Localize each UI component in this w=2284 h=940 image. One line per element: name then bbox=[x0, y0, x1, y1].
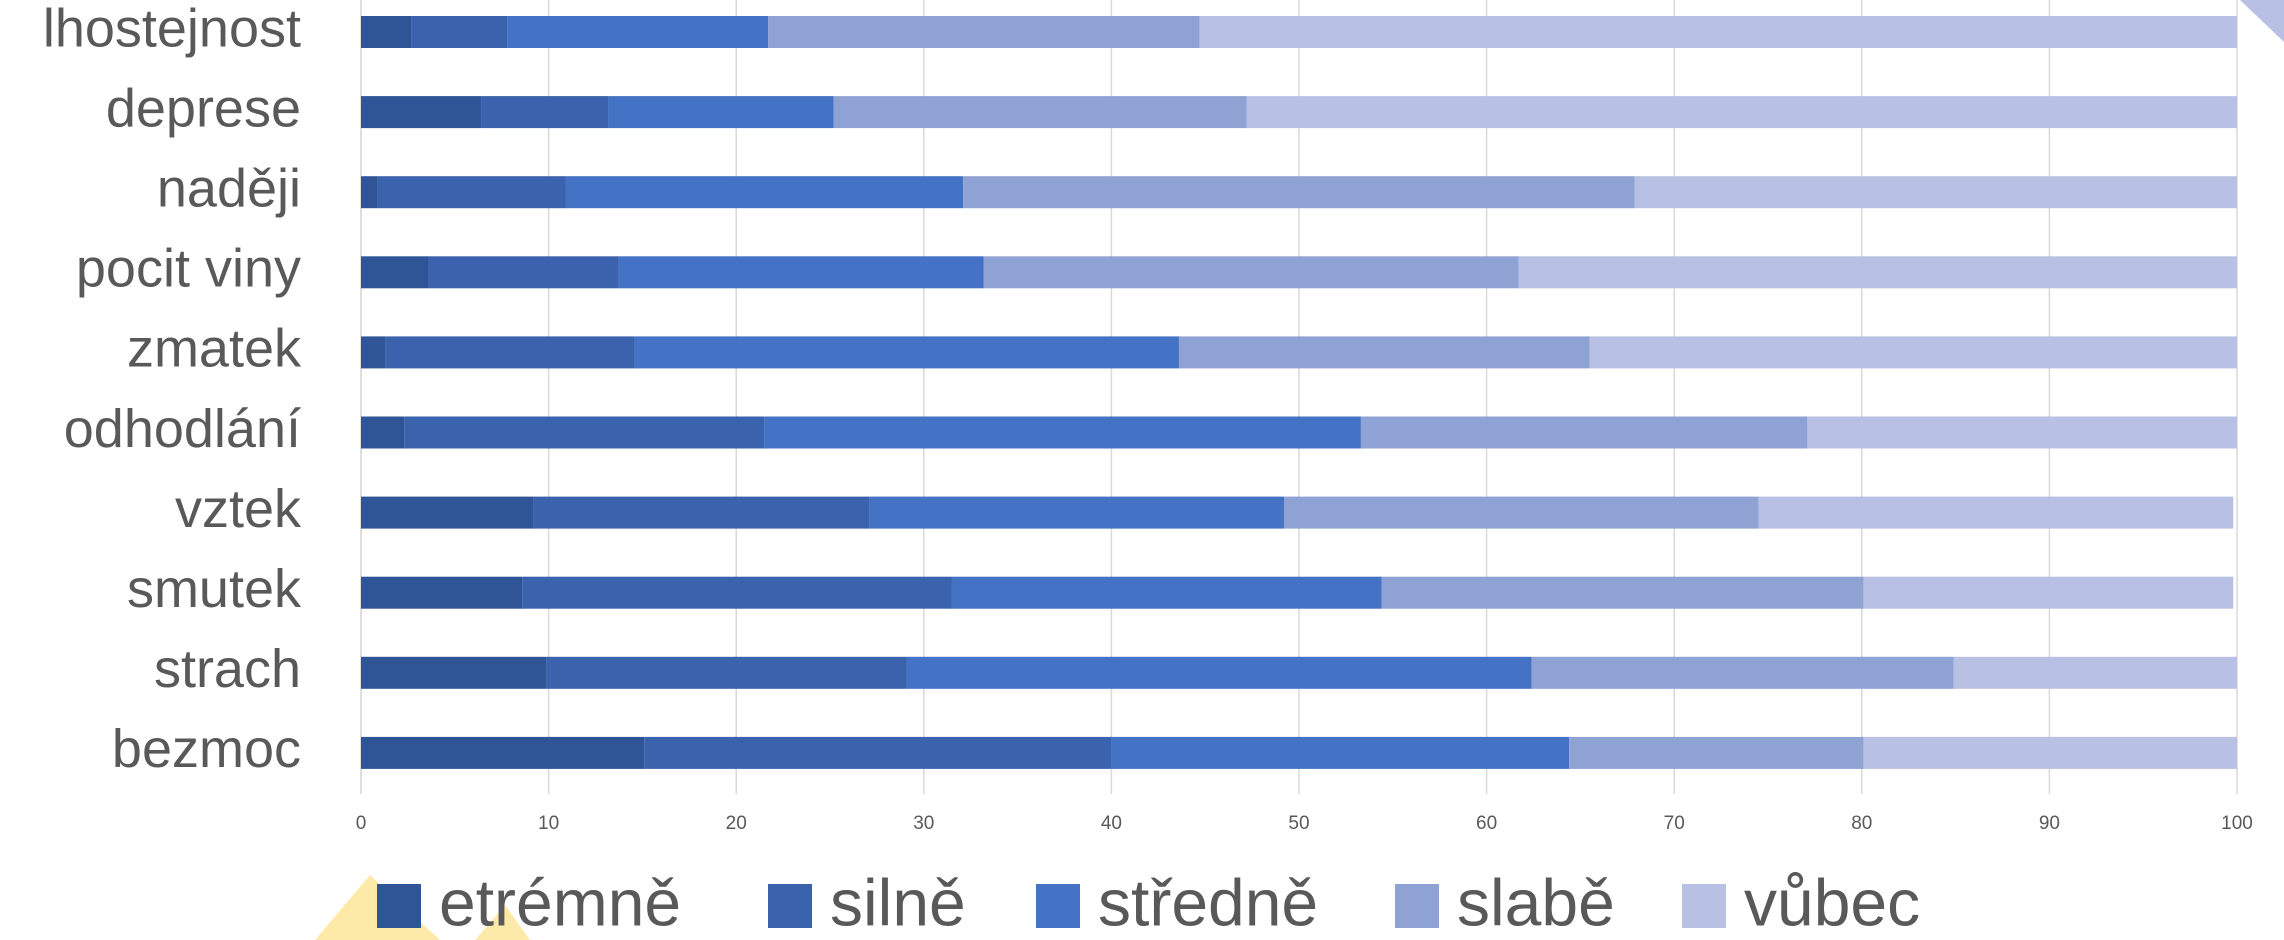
bar-segment bbox=[1178, 336, 1590, 369]
bar-segment bbox=[507, 16, 769, 48]
bar-segment bbox=[1199, 16, 2237, 48]
bar-segment bbox=[1111, 736, 1570, 769]
category-label: vztek bbox=[175, 479, 302, 539]
bar-segment bbox=[546, 656, 907, 689]
bar-segment bbox=[361, 96, 482, 129]
legend-label: vůbec bbox=[1744, 865, 1920, 939]
legend-swatch bbox=[768, 884, 812, 928]
bar-segment bbox=[1758, 496, 2234, 529]
bar-segment bbox=[906, 656, 1532, 689]
category-label: smutek bbox=[127, 559, 302, 619]
x-tick-label: 40 bbox=[1101, 813, 1122, 834]
legend-swatch bbox=[1395, 884, 1439, 928]
bar-segment bbox=[644, 736, 1112, 769]
bar-segment bbox=[1569, 736, 1864, 769]
bar-segment bbox=[481, 96, 609, 129]
bar-segment bbox=[411, 16, 508, 48]
bar-segment bbox=[533, 496, 870, 529]
bar-segment bbox=[522, 576, 952, 609]
category-label: bezmoc bbox=[112, 719, 301, 779]
bar-segment bbox=[983, 256, 1519, 289]
bar-segment bbox=[361, 736, 645, 769]
bar-segment bbox=[361, 416, 405, 449]
legend-label: slabě bbox=[1457, 865, 1615, 939]
bar-segment bbox=[361, 336, 386, 369]
category-label: pocit viny bbox=[76, 239, 301, 299]
legend-swatch bbox=[377, 884, 421, 928]
bar-segment bbox=[1381, 576, 1864, 609]
bar-segment bbox=[634, 336, 1179, 369]
bar-segment bbox=[361, 256, 429, 289]
category-label: naději bbox=[157, 158, 301, 218]
bar-segment bbox=[565, 176, 964, 209]
bar-segment bbox=[385, 336, 635, 369]
x-tick-label: 70 bbox=[1664, 813, 1685, 834]
category-label: lhostejnost bbox=[43, 0, 301, 58]
bar-segment bbox=[361, 576, 523, 609]
bar-segment bbox=[361, 176, 378, 209]
bar-segment bbox=[951, 576, 1382, 609]
bar-segment bbox=[1634, 176, 2237, 209]
bar-segment bbox=[361, 656, 547, 689]
bar-segment bbox=[1807, 416, 2237, 449]
bar-segment bbox=[869, 496, 1284, 529]
corner-decoration bbox=[475, 905, 530, 940]
category-label: strach bbox=[154, 639, 301, 699]
bar-segment bbox=[608, 96, 834, 129]
bar-segment bbox=[1953, 656, 2237, 689]
bar-segment bbox=[361, 496, 534, 529]
bar-segment bbox=[1863, 736, 2237, 769]
legend-label: středně bbox=[1098, 865, 1318, 939]
x-tick-label: 10 bbox=[538, 813, 559, 834]
bar-segment bbox=[361, 16, 412, 48]
bar-segment bbox=[404, 416, 765, 449]
bar-segment bbox=[1360, 416, 1808, 449]
x-tick-label: 0 bbox=[356, 813, 367, 834]
bar-segment bbox=[428, 256, 619, 289]
bar-segment bbox=[833, 96, 1247, 129]
x-tick-label: 90 bbox=[2039, 813, 2060, 834]
x-tick-label: 100 bbox=[2221, 813, 2253, 834]
x-tick-label: 50 bbox=[1288, 813, 1309, 834]
bar-segment bbox=[1246, 96, 2237, 129]
category-label: zmatek bbox=[127, 319, 302, 379]
bar-segment bbox=[768, 16, 1200, 48]
legend-swatch bbox=[1682, 884, 1726, 928]
legend-label: etrémně bbox=[439, 865, 681, 939]
category-label: odhodlání bbox=[64, 399, 301, 459]
bar-segment bbox=[1863, 576, 2234, 609]
x-tick-label: 20 bbox=[726, 813, 747, 834]
x-tick-label: 60 bbox=[1476, 813, 1497, 834]
bar-segment bbox=[1283, 496, 1759, 529]
bar-segment bbox=[1518, 256, 2237, 289]
x-tick-label: 80 bbox=[1851, 813, 1872, 834]
bar-segment bbox=[1531, 656, 1954, 689]
bar-segment bbox=[764, 416, 1361, 449]
bar-segment bbox=[618, 256, 984, 289]
bar-segment bbox=[963, 176, 1635, 209]
legend-label: silně bbox=[830, 865, 966, 939]
bar-segment bbox=[377, 176, 566, 209]
category-label: deprese bbox=[106, 78, 301, 138]
legend-swatch bbox=[1036, 884, 1080, 928]
x-tick-label: 30 bbox=[913, 813, 934, 834]
bar-segment bbox=[1589, 336, 2237, 369]
corner-decoration bbox=[2240, 0, 2284, 42]
